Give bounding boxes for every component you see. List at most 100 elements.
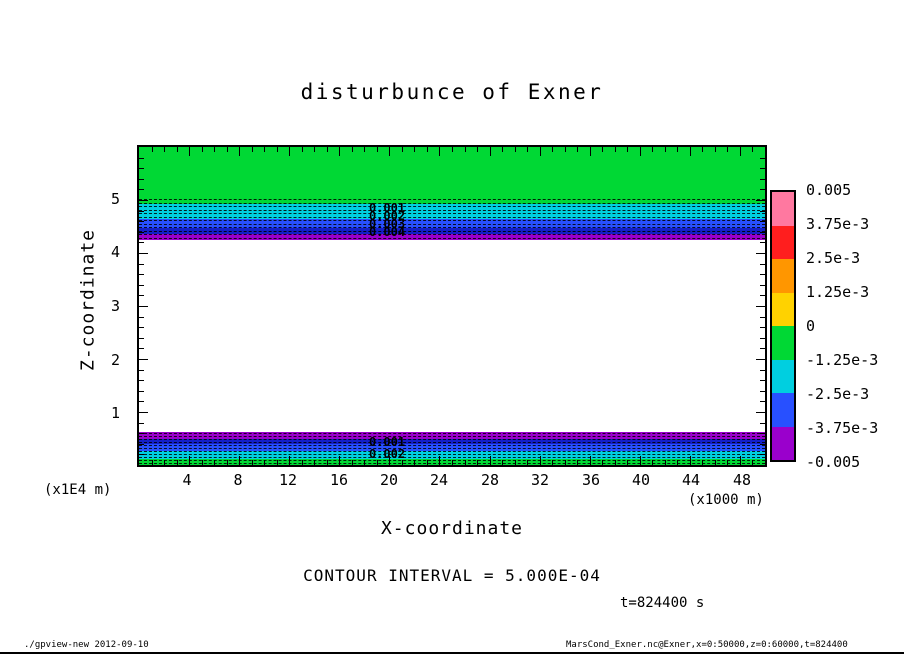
x-tick-label: 36: [581, 471, 601, 489]
tick-mark: [614, 460, 616, 465]
tick-mark: [139, 348, 144, 350]
tick-mark: [364, 460, 366, 465]
contour-line: [139, 442, 765, 443]
contour-line: [139, 451, 765, 452]
tick-mark: [756, 359, 765, 360]
tick-mark: [677, 460, 679, 465]
tick-mark: [760, 369, 765, 371]
window-bottom-edge: [0, 652, 904, 654]
colorbar-label: 0: [806, 317, 816, 335]
colorbar-label: -3.75e-3: [806, 419, 879, 437]
tick-mark: [614, 147, 616, 152]
colorbar-label: 3.75e-3: [806, 215, 870, 233]
tone-band-navy-bottom: [139, 439, 765, 444]
tick-mark: [639, 147, 641, 156]
tick-mark: [760, 295, 765, 297]
tick-mark: [139, 231, 144, 233]
tick-mark: [539, 147, 541, 156]
tick-mark: [139, 157, 144, 159]
tick-mark: [401, 147, 403, 152]
time-stamp: t=824400 s: [620, 595, 705, 611]
contour-line: [139, 220, 765, 221]
colorbar: [770, 190, 796, 462]
contour-line: [139, 445, 765, 446]
tone-band-green-top: [139, 147, 765, 204]
tone-band-cyan-top: [139, 204, 765, 219]
tone-band-blue-bottom: [139, 444, 765, 451]
contour-line: [139, 199, 765, 200]
tick-mark: [326, 460, 328, 465]
tick-mark: [760, 231, 765, 233]
tick-mark: [376, 460, 378, 465]
tick-mark: [251, 460, 253, 465]
tick-mark: [314, 460, 316, 465]
tick-mark: [627, 460, 629, 465]
contour-line: [139, 227, 765, 228]
contour-line: [139, 460, 765, 461]
tick-mark: [589, 147, 591, 156]
tick-mark: [602, 460, 604, 465]
footer-file-info: MarsCond_Exner.nc@Exner,x=0:50000,z=0:60…: [566, 640, 848, 650]
tick-mark: [426, 147, 428, 152]
tick-mark: [760, 284, 765, 286]
tick-mark: [139, 337, 144, 339]
contour-line: [139, 439, 765, 440]
tone-band-cyan-bottom: [139, 451, 765, 459]
tick-mark: [264, 147, 266, 152]
tick-mark: [760, 157, 765, 159]
tick-mark: [452, 147, 453, 152]
x-axis-unit: (x1000 m): [688, 492, 764, 508]
tone-band-magenta-top: [139, 234, 765, 240]
contour-line: [139, 216, 765, 218]
tick-mark: [760, 189, 765, 191]
y-tick-label: 3: [110, 297, 120, 315]
tick-mark: [201, 147, 203, 152]
tick-mark: [314, 147, 316, 152]
tick-mark: [264, 460, 266, 465]
tick-mark: [756, 412, 765, 413]
tick-mark: [760, 316, 765, 318]
tick-mark: [552, 460, 554, 465]
colorbar-label: 1.25e-3: [806, 283, 870, 301]
tick-mark: [760, 380, 765, 382]
tick-mark: [201, 460, 203, 465]
tick-mark: [439, 147, 441, 156]
tick-mark: [756, 200, 765, 201]
contour-interval-text: CONTOUR INTERVAL = 5.000E-04: [303, 566, 601, 585]
tick-mark: [351, 460, 353, 465]
tick-mark: [139, 443, 144, 445]
x-tick-label: 28: [480, 471, 500, 489]
tick-mark: [151, 460, 153, 465]
contour-line: [139, 448, 765, 449]
tick-mark: [139, 189, 144, 191]
tick-mark: [502, 460, 504, 465]
tick-mark: [760, 263, 765, 265]
tick-mark: [139, 284, 144, 286]
tick-mark: [752, 147, 754, 152]
tick-mark: [139, 306, 148, 307]
tick-mark: [139, 390, 144, 392]
contour-line: [139, 213, 765, 214]
tick-mark: [139, 168, 144, 170]
tick-mark: [214, 460, 216, 465]
tick-mark: [139, 253, 148, 254]
tick-mark: [652, 460, 654, 465]
tick-mark: [702, 147, 704, 152]
tick-mark: [214, 147, 216, 152]
tick-mark: [714, 147, 716, 152]
colorbar-segment: [772, 426, 794, 460]
tick-mark: [301, 460, 303, 465]
tick-mark: [164, 460, 166, 465]
tick-mark: [464, 147, 466, 152]
colorbar-label: -2.5e-3: [806, 385, 870, 403]
tick-mark: [752, 460, 754, 465]
contour-line: [139, 237, 765, 239]
x-tick-label: 8: [233, 471, 243, 489]
y-axis-unit: (x1E4 m): [44, 482, 112, 498]
colorbar-segment: [772, 225, 794, 259]
contour-line: [139, 202, 765, 204]
tick-mark: [226, 460, 228, 465]
contour-line: [139, 457, 765, 458]
tick-mark: [239, 147, 241, 156]
